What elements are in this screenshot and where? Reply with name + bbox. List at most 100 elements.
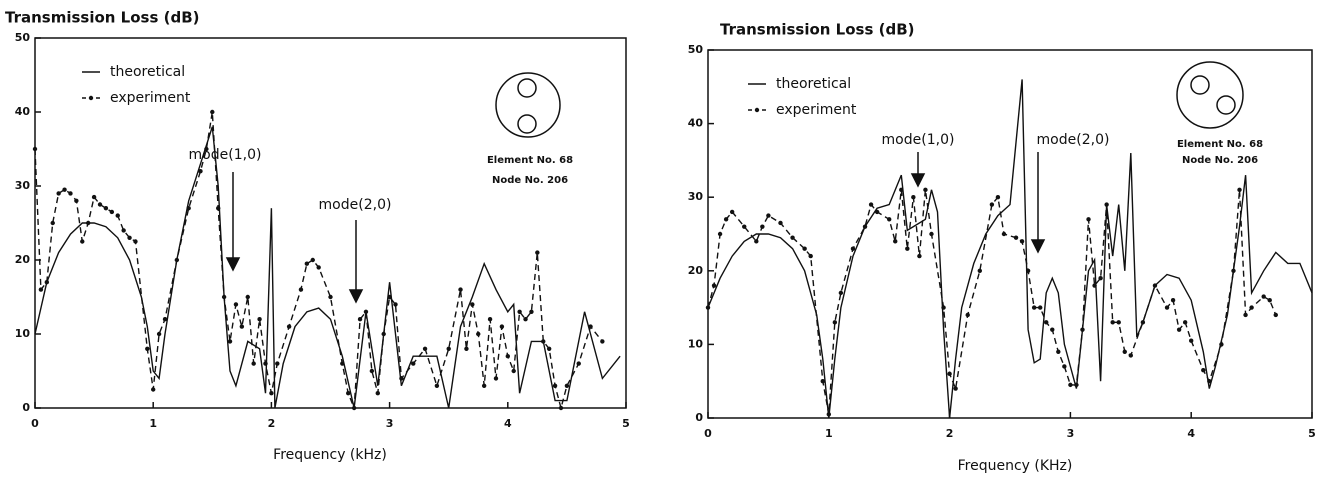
data-point xyxy=(705,305,711,310)
data-point xyxy=(103,206,109,211)
data-point xyxy=(363,309,369,314)
data-point xyxy=(162,317,168,322)
annotation: mode(1,0) xyxy=(189,147,262,163)
data-point xyxy=(1189,338,1194,343)
legend-label: experiment xyxy=(110,90,191,106)
x-tick-label: 0 xyxy=(31,417,39,430)
data-point xyxy=(50,220,55,226)
data-point xyxy=(558,405,564,411)
data-point xyxy=(546,346,552,351)
x-tick-label: 3 xyxy=(386,417,394,430)
x-tick-label: 4 xyxy=(1187,427,1195,440)
data-point xyxy=(868,202,874,207)
data-point xyxy=(458,287,463,292)
data-point xyxy=(911,195,916,200)
data-point xyxy=(216,206,221,211)
data-point xyxy=(1013,235,1019,240)
data-point xyxy=(1237,187,1242,193)
data-point xyxy=(523,317,528,322)
data-point xyxy=(257,317,262,322)
series-line xyxy=(34,126,621,409)
data-point xyxy=(204,146,209,152)
data-point xyxy=(245,294,250,300)
data-point xyxy=(564,383,570,388)
x-tick-label: 2 xyxy=(946,427,954,440)
chart-title: Transmission Loss (dB) xyxy=(720,21,915,39)
data-point xyxy=(393,302,398,307)
data-point xyxy=(977,268,982,273)
x-tick-label: 3 xyxy=(1067,427,1075,440)
data-point xyxy=(1086,217,1091,222)
data-point xyxy=(233,302,239,307)
data-point xyxy=(1164,305,1170,310)
data-point xyxy=(1092,283,1097,288)
data-point xyxy=(328,294,333,300)
data-point xyxy=(511,368,516,374)
data-point xyxy=(1170,298,1176,303)
data-point xyxy=(989,202,995,207)
legend-label: theoretical xyxy=(110,64,185,80)
data-point xyxy=(387,294,392,300)
data-point xyxy=(1243,312,1248,318)
data-point xyxy=(1068,382,1073,388)
data-point xyxy=(850,246,856,251)
data-point xyxy=(923,187,928,193)
data-point xyxy=(97,202,103,207)
data-point xyxy=(1140,320,1146,325)
data-point xyxy=(766,213,771,218)
data-point xyxy=(893,239,898,244)
data-point xyxy=(802,246,807,251)
data-point xyxy=(434,383,440,388)
data-point xyxy=(263,361,268,366)
x-axis-label: Frequency (KHz) xyxy=(958,458,1073,474)
y-tick-label: 30 xyxy=(15,179,31,192)
data-point xyxy=(1038,305,1043,310)
data-point xyxy=(275,361,280,366)
data-point xyxy=(44,280,50,285)
data-point xyxy=(1249,305,1254,310)
data-point xyxy=(729,209,735,215)
data-point xyxy=(995,195,1001,200)
y-tick-label: 0 xyxy=(22,401,30,414)
data-point xyxy=(1267,298,1272,303)
data-point xyxy=(198,169,203,174)
data-point xyxy=(953,386,958,391)
data-point xyxy=(1056,349,1061,354)
data-point xyxy=(929,231,934,237)
data-point xyxy=(754,239,759,244)
data-point xyxy=(1001,231,1007,237)
data-point xyxy=(778,220,783,226)
y-tick-label: 0 xyxy=(695,411,703,424)
data-point xyxy=(80,239,85,244)
data-point xyxy=(304,261,310,266)
data-point xyxy=(340,361,345,366)
data-point xyxy=(541,339,546,344)
data-point xyxy=(487,317,493,322)
data-point xyxy=(464,346,469,351)
data-point xyxy=(227,339,233,344)
y-tick-label: 20 xyxy=(688,264,704,277)
data-point xyxy=(286,324,292,329)
data-point xyxy=(1062,364,1067,369)
y-tick-label: 30 xyxy=(688,190,704,203)
data-point xyxy=(68,191,73,196)
arrows xyxy=(225,152,1046,304)
inset-icon xyxy=(495,61,1244,138)
data-point xyxy=(517,309,522,314)
plot-frame xyxy=(707,49,1313,419)
data-point xyxy=(887,217,892,222)
data-point xyxy=(74,198,79,203)
data-point xyxy=(369,368,375,374)
data-point xyxy=(381,331,386,337)
data-point xyxy=(109,209,115,215)
data-point xyxy=(422,346,428,351)
data-point xyxy=(310,257,315,263)
x-tick-label: 5 xyxy=(1308,427,1316,440)
series-line xyxy=(707,79,1313,419)
x-tick-label: 4 xyxy=(504,417,512,430)
data-point xyxy=(298,287,304,292)
data-point xyxy=(820,379,825,384)
data-point xyxy=(1273,312,1278,318)
data-point xyxy=(535,250,540,255)
